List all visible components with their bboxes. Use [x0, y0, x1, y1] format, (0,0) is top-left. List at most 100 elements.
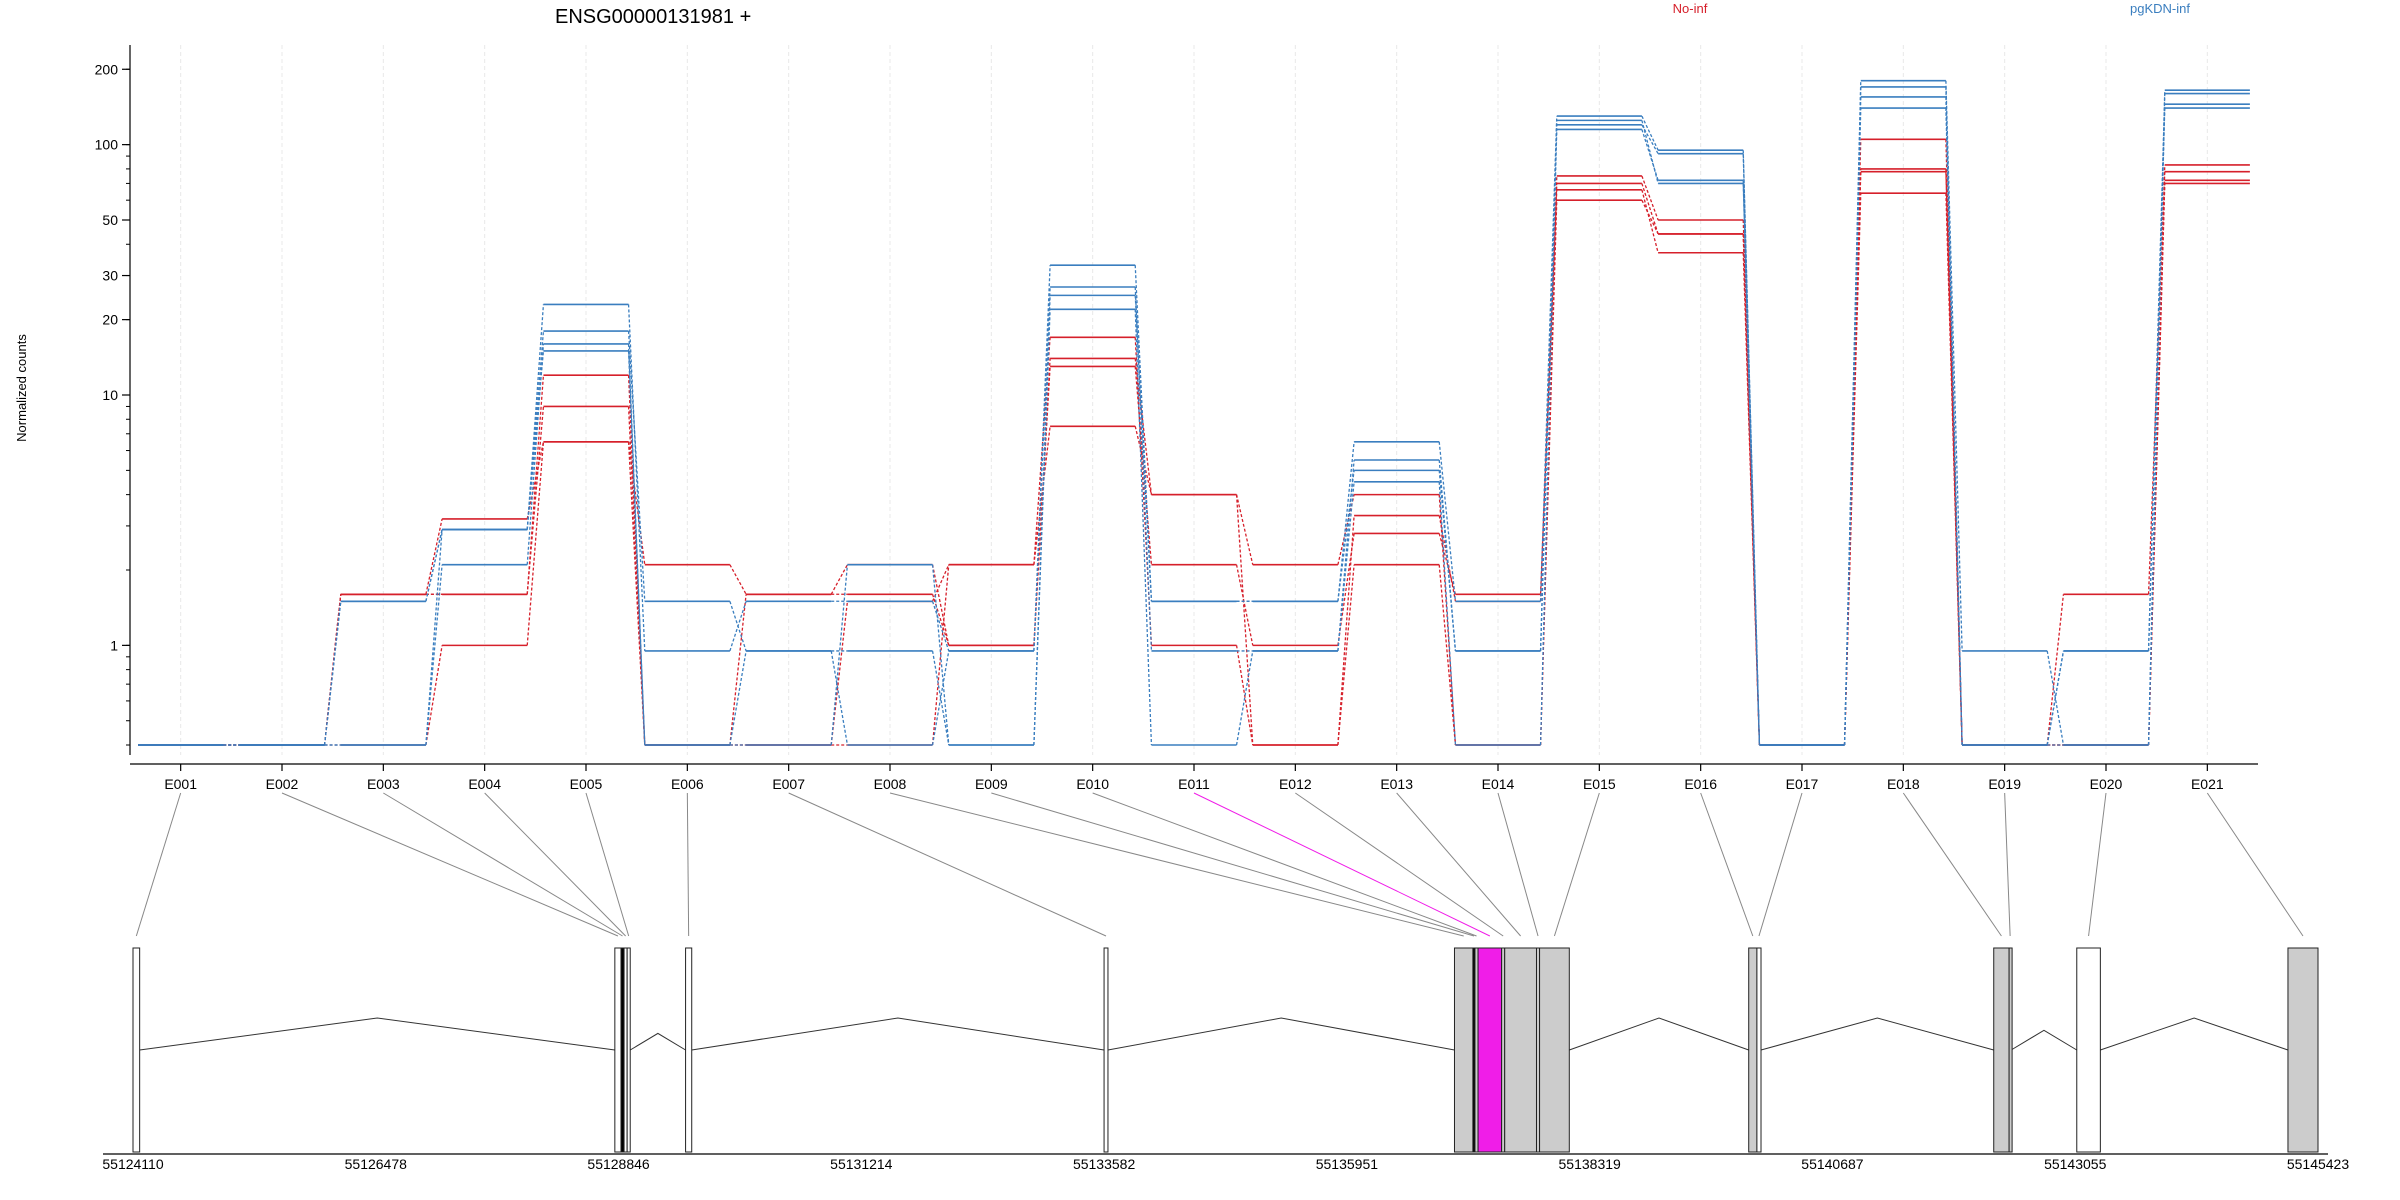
x-tick-label: E008 — [874, 776, 907, 792]
x-grid — [180, 45, 2208, 755]
exon-box — [132, 947, 141, 1153]
series-connector — [1641, 199, 1659, 235]
series-connector — [931, 650, 950, 746]
intron-line — [1569, 1017, 1749, 1051]
series-connector — [1843, 108, 1862, 746]
exon-box — [1453, 947, 1474, 1153]
series-connector — [1033, 358, 1051, 646]
series-connector — [1843, 86, 1862, 746]
x-tick-label: E003 — [367, 776, 400, 792]
chart-title: ENSG00000131981 + — [555, 6, 751, 28]
series-connector — [2147, 183, 2166, 746]
series-connector — [1438, 494, 1457, 746]
series-connector — [627, 441, 646, 746]
genome-coordinate-label: 55135951 — [1316, 1156, 1379, 1172]
y-tick-label: 50 — [102, 212, 118, 228]
series-connector — [2046, 650, 2065, 746]
x-tick-label: E013 — [1380, 776, 1413, 792]
exon-connector — [1092, 792, 1477, 937]
series-connector — [1945, 96, 1963, 746]
genome-coordinate-label: 55145423 — [2287, 1156, 2350, 1172]
series-connector — [1641, 189, 1659, 253]
exon-connector — [1497, 792, 1539, 937]
intron-line — [691, 1017, 1105, 1051]
exon-box — [2287, 947, 2319, 1153]
exon-connector — [889, 792, 1464, 937]
y-tick-label: 100 — [95, 137, 119, 153]
series-connector — [425, 529, 443, 602]
series-connector — [1033, 265, 1051, 651]
series-connector — [1235, 494, 1254, 746]
series-connector — [425, 645, 443, 746]
exon-connector — [1758, 792, 1803, 937]
series-connector — [830, 601, 849, 746]
series-connector — [1337, 494, 1355, 565]
exon-connector — [2088, 792, 2107, 937]
series-lines — [138, 79, 2250, 746]
exon-box — [1756, 947, 1762, 1153]
y-tick-label: 200 — [95, 61, 119, 77]
series-connector — [2147, 108, 2166, 651]
exon-box — [614, 947, 622, 1153]
series-connector — [1033, 337, 1051, 565]
series-connector — [830, 564, 849, 746]
series-connector — [627, 331, 646, 602]
legend-pgkdn-inf: pgKDN-inf — [2130, 1, 2190, 16]
genome-coordinate-label: 55143055 — [2044, 1156, 2107, 1172]
exon-connector — [1553, 792, 1600, 937]
series-connector — [1641, 129, 1659, 181]
exon-box — [1993, 947, 2010, 1153]
series-connector — [1134, 309, 1153, 746]
exon-box — [1477, 947, 1503, 1153]
series-connector — [830, 564, 849, 595]
x-tick-label: E019 — [1988, 776, 2021, 792]
series-connector — [526, 331, 545, 530]
series-connector — [1033, 295, 1051, 746]
y-tick-label: 10 — [102, 387, 118, 403]
series-connector — [1033, 426, 1051, 565]
exon-connector — [585, 792, 630, 937]
series-connector — [931, 564, 950, 746]
series-connector — [323, 601, 342, 746]
series-connector — [1641, 175, 1659, 221]
series-connector — [729, 650, 747, 746]
x-tick-label: E020 — [2090, 776, 2123, 792]
x-tick-label: E017 — [1786, 776, 1819, 792]
intron-line — [2100, 1017, 2289, 1051]
series-connector — [627, 304, 646, 651]
exon-connector — [383, 792, 623, 937]
y-axis-label: Normalized counts — [14, 334, 29, 442]
series-connector — [729, 594, 747, 746]
x-tick-label: E001 — [164, 776, 197, 792]
y-tick-label: 30 — [102, 268, 118, 284]
x-tick-label: E012 — [1279, 776, 1312, 792]
series-connector — [931, 601, 950, 652]
series-connector — [1337, 564, 1355, 746]
series-connector — [1945, 108, 1963, 746]
series-connector — [1539, 120, 1558, 651]
series-connector — [1235, 564, 1254, 646]
intron-line — [1760, 1017, 1994, 1051]
series-connector — [425, 529, 443, 746]
series-connector — [1641, 124, 1659, 155]
series-connector — [1641, 183, 1659, 235]
exon-box — [626, 947, 631, 1153]
exon-connector — [1396, 792, 1521, 937]
exon-connector — [484, 792, 626, 937]
series-connector — [830, 650, 849, 746]
x-tick-label: E016 — [1684, 776, 1717, 792]
genome-coordinate-label: 55140687 — [1801, 1156, 1864, 1172]
x-tick-label: E007 — [772, 776, 805, 792]
series-connector — [1235, 494, 1254, 565]
intron-line — [1107, 1017, 1455, 1051]
exon-box — [685, 947, 693, 1153]
series-connector — [931, 564, 950, 646]
y-tick-label: 1 — [110, 637, 118, 653]
exon-box — [2076, 947, 2101, 1153]
x-tick-label: E018 — [1887, 776, 1920, 792]
series-connector — [1134, 366, 1153, 565]
exon-connector — [1295, 792, 1504, 937]
x-tick-label: E002 — [266, 776, 299, 792]
series-connector — [1641, 120, 1659, 184]
